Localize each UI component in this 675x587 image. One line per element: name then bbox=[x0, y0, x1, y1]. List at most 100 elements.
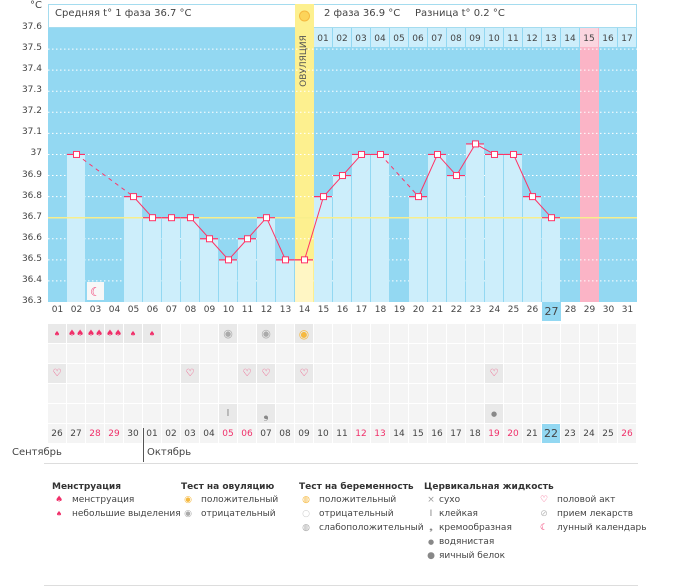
day-cell[interactable] bbox=[181, 324, 199, 343]
calendar-date[interactable]: 23 bbox=[561, 424, 579, 443]
day-cell[interactable] bbox=[542, 384, 560, 403]
day-cell[interactable] bbox=[86, 404, 104, 423]
day-cell[interactable] bbox=[466, 364, 484, 383]
day-cell[interactable] bbox=[523, 404, 541, 423]
calendar-date[interactable]: 22 bbox=[542, 424, 560, 443]
day-cell[interactable] bbox=[276, 404, 294, 423]
day-cell[interactable] bbox=[371, 324, 389, 343]
day-cell[interactable] bbox=[504, 404, 522, 423]
day-cell[interactable] bbox=[485, 384, 503, 403]
calendar-date[interactable]: 24 bbox=[580, 424, 598, 443]
day-cell[interactable] bbox=[333, 404, 351, 423]
day-cell[interactable] bbox=[181, 344, 199, 363]
calendar-date[interactable]: 10 bbox=[314, 424, 332, 443]
day-cell[interactable]: ♠♠ bbox=[67, 324, 85, 343]
day-cell[interactable] bbox=[599, 404, 617, 423]
day-cell[interactable]: ♡ bbox=[257, 364, 275, 383]
day-cell[interactable] bbox=[67, 344, 85, 363]
day-cell[interactable] bbox=[599, 324, 617, 343]
day-cell[interactable] bbox=[162, 344, 180, 363]
day-cell[interactable] bbox=[238, 324, 256, 343]
calendar-date[interactable]: 20 bbox=[504, 424, 522, 443]
day-cell[interactable] bbox=[143, 404, 161, 423]
day-cell[interactable]: ◉ bbox=[219, 324, 237, 343]
day-cell[interactable] bbox=[485, 324, 503, 343]
day-cell[interactable] bbox=[390, 324, 408, 343]
calendar-date[interactable]: 25 bbox=[599, 424, 617, 443]
day-cell[interactable] bbox=[542, 344, 560, 363]
day-cell[interactable] bbox=[295, 404, 313, 423]
day-cell[interactable] bbox=[352, 324, 370, 343]
day-cell[interactable] bbox=[409, 324, 427, 343]
day-cell[interactable] bbox=[238, 384, 256, 403]
day-cell[interactable] bbox=[143, 364, 161, 383]
calendar-date[interactable]: 14 bbox=[390, 424, 408, 443]
day-cell[interactable] bbox=[314, 384, 332, 403]
day-cell[interactable] bbox=[466, 344, 484, 363]
day-cell[interactable] bbox=[352, 364, 370, 383]
day-cell[interactable] bbox=[105, 384, 123, 403]
day-cell[interactable] bbox=[447, 404, 465, 423]
calendar-date[interactable]: 26 bbox=[618, 424, 636, 443]
day-cell[interactable] bbox=[124, 404, 142, 423]
day-cell[interactable] bbox=[105, 404, 123, 423]
day-cell[interactable] bbox=[371, 364, 389, 383]
day-cell[interactable] bbox=[523, 364, 541, 383]
day-cell[interactable] bbox=[124, 364, 142, 383]
day-cell[interactable] bbox=[599, 364, 617, 383]
calendar-date[interactable]: 02 bbox=[162, 424, 180, 443]
day-cell[interactable] bbox=[390, 404, 408, 423]
day-cell[interactable] bbox=[352, 344, 370, 363]
day-cell[interactable] bbox=[390, 344, 408, 363]
day-cell[interactable] bbox=[86, 344, 104, 363]
day-cell[interactable] bbox=[618, 324, 636, 343]
day-cell[interactable] bbox=[295, 344, 313, 363]
day-cell[interactable]: ♠♠ bbox=[105, 324, 123, 343]
calendar-date[interactable]: 01 bbox=[143, 424, 161, 443]
day-cell[interactable] bbox=[561, 364, 579, 383]
day-cell[interactable]: ♠ bbox=[124, 324, 142, 343]
day-cell[interactable] bbox=[409, 404, 427, 423]
day-cell[interactable] bbox=[276, 324, 294, 343]
day-cell[interactable] bbox=[276, 344, 294, 363]
calendar-date[interactable]: 08 bbox=[276, 424, 294, 443]
day-cell[interactable] bbox=[447, 324, 465, 343]
day-cell[interactable] bbox=[504, 364, 522, 383]
day-cell[interactable] bbox=[333, 324, 351, 343]
day-cell[interactable] bbox=[48, 384, 66, 403]
day-cell[interactable] bbox=[238, 404, 256, 423]
calendar-date[interactable]: 09 bbox=[295, 424, 313, 443]
day-cell[interactable] bbox=[580, 344, 598, 363]
day-cell[interactable] bbox=[390, 364, 408, 383]
calendar-date[interactable]: 30 bbox=[124, 424, 142, 443]
day-cell[interactable] bbox=[48, 404, 66, 423]
day-cell[interactable] bbox=[181, 384, 199, 403]
day-cell[interactable] bbox=[618, 404, 636, 423]
day-cell[interactable] bbox=[542, 364, 560, 383]
day-cell[interactable] bbox=[333, 384, 351, 403]
day-cell[interactable]: ♠♠ bbox=[86, 324, 104, 343]
day-cell[interactable] bbox=[314, 364, 332, 383]
day-cell[interactable] bbox=[371, 384, 389, 403]
day-cell[interactable] bbox=[200, 404, 218, 423]
day-cell[interactable] bbox=[86, 364, 104, 383]
day-cell[interactable] bbox=[428, 404, 446, 423]
calendar-date[interactable]: 16 bbox=[428, 424, 446, 443]
day-cell[interactable] bbox=[143, 344, 161, 363]
day-cell[interactable]: ♠ bbox=[143, 324, 161, 343]
day-cell[interactable] bbox=[48, 344, 66, 363]
day-cell[interactable] bbox=[352, 404, 370, 423]
day-cell[interactable] bbox=[162, 404, 180, 423]
day-cell[interactable] bbox=[485, 344, 503, 363]
calendar-date[interactable]: 27 bbox=[67, 424, 85, 443]
day-cell[interactable] bbox=[143, 384, 161, 403]
day-cell[interactable] bbox=[67, 364, 85, 383]
day-cell[interactable] bbox=[219, 344, 237, 363]
calendar-date[interactable]: 03 bbox=[181, 424, 199, 443]
day-cell[interactable] bbox=[561, 344, 579, 363]
day-cell[interactable] bbox=[67, 384, 85, 403]
day-cell[interactable]: ◉ bbox=[257, 324, 275, 343]
day-cell[interactable]: ♡ bbox=[295, 364, 313, 383]
day-cell[interactable] bbox=[580, 384, 598, 403]
day-cell[interactable] bbox=[618, 364, 636, 383]
